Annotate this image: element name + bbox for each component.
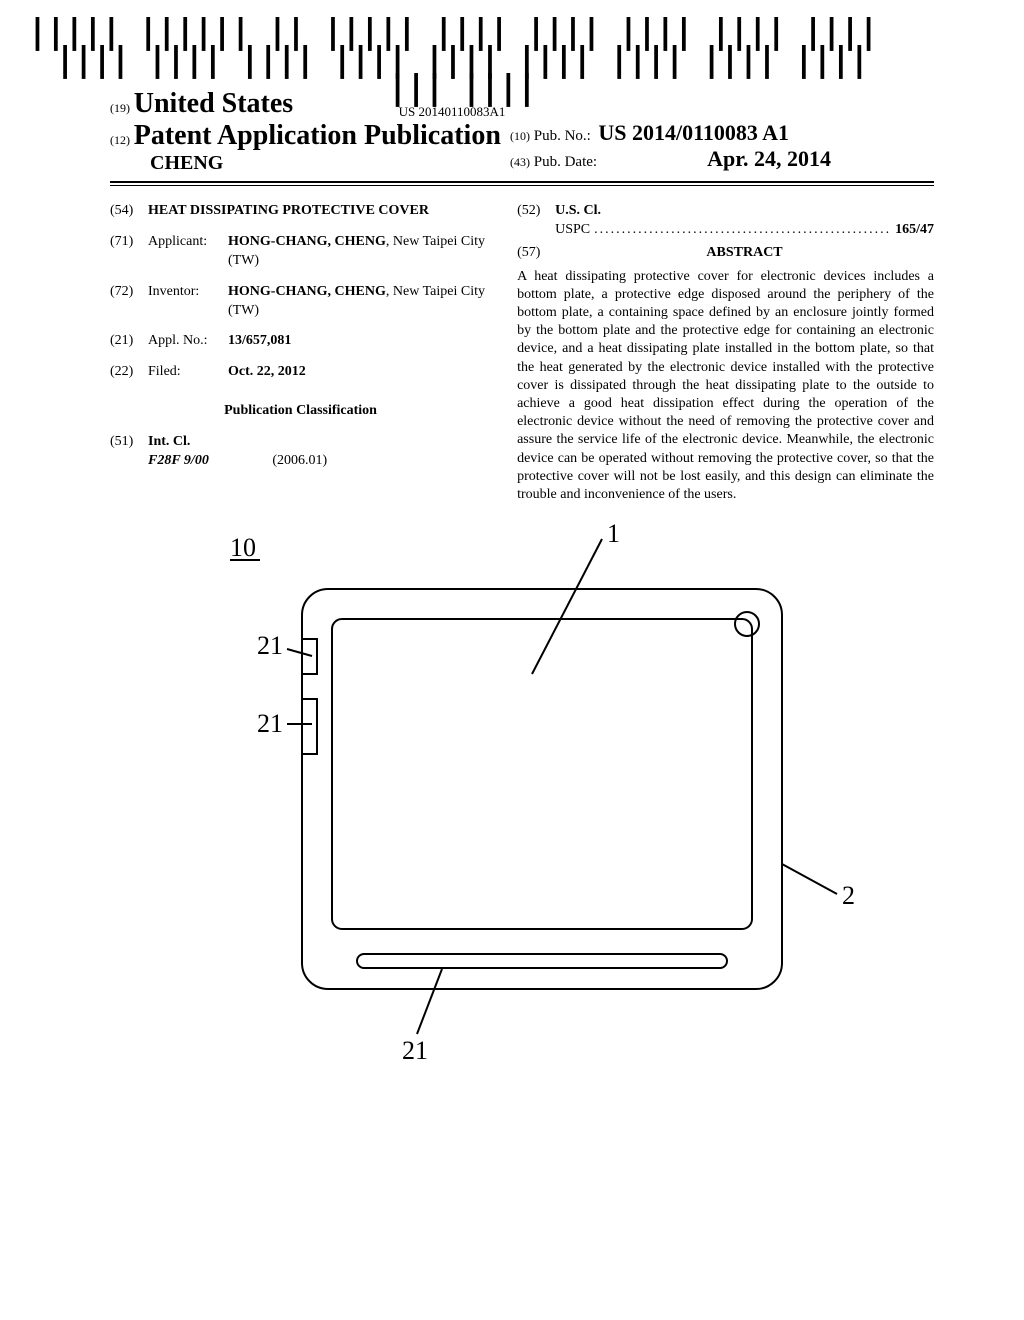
filed-field: (22) Filed: Oct. 22, 2012 xyxy=(110,363,491,382)
biblio-right-column: (52) U.S. Cl. USPC .....................… xyxy=(517,202,934,504)
bibliographic-data: (54) HEAT DISSIPATING PROTECTIVE COVER (… xyxy=(110,202,934,504)
publication-classification-heading: Publication Classification xyxy=(110,402,491,421)
inid-57: (57) xyxy=(517,244,555,266)
pub-no-label: Pub. No.: xyxy=(534,128,591,145)
inid-72: (72) xyxy=(110,283,148,321)
intcl-date: (2006.01) xyxy=(272,453,327,468)
patent-page: ||||| |||||| || ||||| |||| |||| |||| |||… xyxy=(0,0,1024,1320)
fig-ref-21a: 21 xyxy=(257,631,283,660)
patent-figure: 10 1 2 21 21 21 xyxy=(182,524,862,1084)
inid-71: (71) xyxy=(110,233,148,271)
leader-dots: ........................................… xyxy=(590,221,895,240)
appl-no-field: (21) Appl. No.: 13/657,081 xyxy=(110,332,491,351)
intcl-label: Int. Cl. xyxy=(148,433,491,452)
fig-ref-2: 2 xyxy=(842,881,855,910)
publication-number: US 2014/0110083 A1 xyxy=(598,120,789,146)
appl-no-label: Appl. No.: xyxy=(148,332,228,351)
inid-19: (19) xyxy=(110,101,130,116)
inid-12: (12) xyxy=(110,133,130,148)
fig-ref-21c: 21 xyxy=(402,1036,428,1065)
pub-date-label: Pub. Date: xyxy=(534,154,597,171)
inventor-field: (72) Inventor: HONG-CHANG, CHENG, New Ta… xyxy=(110,283,491,321)
inventor-name: HONG-CHANG, CHENG xyxy=(228,284,386,299)
intcl-code: F28F 9/00 xyxy=(148,453,209,468)
applicant-label: Applicant: xyxy=(148,233,228,271)
inventor-label: Inventor: xyxy=(148,283,228,321)
header-rule-thick xyxy=(110,181,934,183)
invention-title: HEAT DISSIPATING PROTECTIVE COVER xyxy=(148,202,491,221)
applicant-value: HONG-CHANG, CHENG, New Taipei City (TW) xyxy=(228,233,491,271)
fig-ref-21b: 21 xyxy=(257,709,283,738)
inid-43: (43) xyxy=(510,155,530,170)
abstract-heading-row: (57) ABSTRACT xyxy=(517,244,934,266)
header-right: (10) Pub. No.: US 2014/0110083 A1 (43) P… xyxy=(510,120,831,172)
fig-ref-1: 1 xyxy=(607,524,620,548)
uscl-prefix: USPC xyxy=(555,221,590,240)
inid-51: (51) xyxy=(110,433,148,471)
filed-date: Oct. 22, 2012 xyxy=(228,363,491,382)
abstract-text: A heat dissipating protective cover for … xyxy=(517,268,934,504)
inid-10: (10) xyxy=(510,129,530,144)
header-rule-thin xyxy=(110,185,934,186)
application-number: 13/657,081 xyxy=(228,332,491,351)
inid-22: (22) xyxy=(110,363,148,382)
applicant-name: HONG-CHANG, CHENG xyxy=(228,234,386,249)
inventor-value: HONG-CHANG, CHENG, New Taipei City (TW) xyxy=(228,283,491,321)
uscl-value: U.S. Cl. USPC ..........................… xyxy=(555,202,934,240)
applicant-field: (71) Applicant: HONG-CHANG, CHENG, New T… xyxy=(110,233,491,271)
inid-21: (21) xyxy=(110,332,148,351)
uscl-field: (52) U.S. Cl. USPC .....................… xyxy=(517,202,934,240)
document-header: (19) United States (12) Patent Applicati… xyxy=(110,88,934,175)
fig-ref-10: 10 xyxy=(230,533,256,562)
title-field: (54) HEAT DISSIPATING PROTECTIVE COVER xyxy=(110,202,491,221)
intcl-field: (51) Int. Cl. F28F 9/00 (2006.01) xyxy=(110,433,491,471)
abstract-heading: ABSTRACT xyxy=(555,244,934,263)
biblio-left-column: (54) HEAT DISSIPATING PROTECTIVE COVER (… xyxy=(110,202,491,504)
uscl-label: U.S. Cl. xyxy=(555,202,934,221)
country: United States xyxy=(134,88,293,120)
inid-54: (54) xyxy=(110,202,148,221)
publication-type: Patent Application Publication xyxy=(134,120,501,152)
filed-label: Filed: xyxy=(148,363,228,382)
publication-date: Apr. 24, 2014 xyxy=(707,146,831,172)
inid-52: (52) xyxy=(517,202,555,240)
figure-area: 10 1 2 21 21 21 xyxy=(110,524,934,1089)
intcl-value: Int. Cl. F28F 9/00 (2006.01) xyxy=(148,433,491,471)
uscl-code: 165/47 xyxy=(895,221,934,240)
